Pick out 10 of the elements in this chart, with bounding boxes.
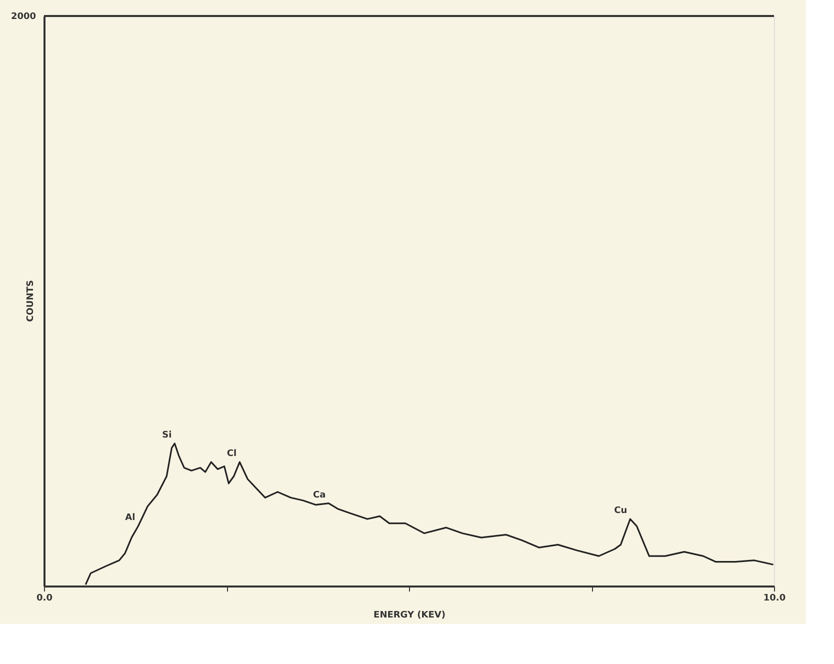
- text: COUNTS: [26, 280, 36, 322]
- x-tick-label: 10.0: [763, 594, 786, 604]
- annotation: Cl: [226, 449, 237, 460]
- annotation: Al: [125, 513, 136, 524]
- x-axis-title: ENERGY (KEV): [374, 610, 446, 620]
- x-tick-label: 0.0: [36, 594, 52, 604]
- annotation: Ca: [313, 490, 326, 500]
- text: 2000: [10, 12, 36, 22]
- annotation: Cu: [614, 506, 628, 516]
- annotation: Si: [162, 430, 172, 440]
